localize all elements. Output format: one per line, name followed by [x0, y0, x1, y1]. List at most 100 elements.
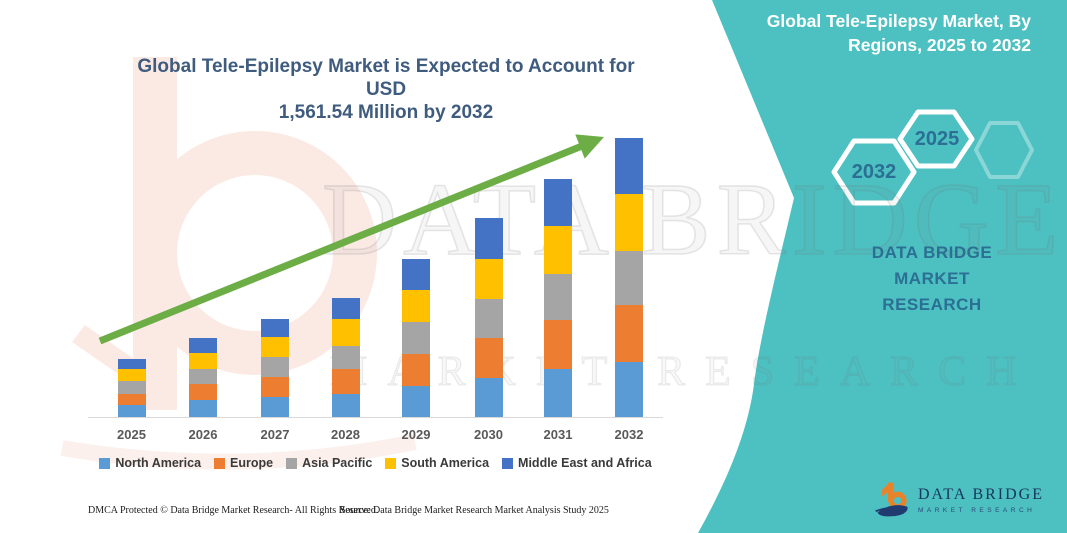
bar-segment-2030-europe — [474, 337, 503, 378]
legend-swatch-middle-east-and-africa — [502, 457, 514, 469]
x-axis-label-2031: 2031 — [543, 427, 573, 442]
bar-segment-2031-south-america — [544, 226, 572, 274]
page-title-line1: Global Tele-Epilepsy Market is Expected … — [137, 56, 635, 100]
logo-subtitle: MARKET RESEARCH — [917, 507, 1036, 514]
bar-2029 — [402, 259, 430, 417]
legend-swatch-europe — [214, 457, 226, 469]
plot-area — [88, 128, 663, 418]
bar-segment-2028-north-america — [331, 393, 360, 417]
legend-label-europe: Europe — [230, 456, 274, 470]
bar-segment-2030-middle-east-and-africa — [474, 218, 503, 260]
legend-label-asia-pacific: Asia Pacific — [302, 456, 373, 470]
bar-segment-2031-asia-pacific — [544, 273, 572, 321]
hexagon-label-2032: 2032 — [851, 161, 897, 183]
bar-segment-2031-europe — [544, 320, 572, 369]
x-axis-label-2029: 2029 — [401, 427, 431, 442]
chart-legend: North America Europe Asia Pacific South Ame… — [88, 456, 663, 470]
bar-2030 — [474, 218, 503, 417]
page-title-line2: 1,561.54 Million by 2032 — [278, 102, 494, 123]
bar-segment-2026-asia-pacific — [189, 368, 217, 385]
bar-segment-2025-europe — [117, 393, 146, 405]
x-axis-label-2026: 2026 — [188, 427, 218, 442]
data-bridge-logo: DATA BRIDGE MARKET RESEARCH — [874, 472, 1044, 528]
bar-segment-2030-north-america — [474, 377, 503, 417]
bar-segment-2025-north-america — [117, 404, 146, 417]
brand-text-line1: DATA BRIDGE MARKET — [871, 243, 993, 288]
bar-segment-2031-middle-east-and-africa — [544, 179, 572, 227]
bar-2027 — [261, 318, 289, 417]
faint-hexagon-outline — [974, 121, 1034, 179]
legend-label-north-america: North America — [115, 456, 202, 470]
bar-segment-2028-middle-east-and-africa — [331, 297, 360, 320]
bar-segment-2032-asia-pacific — [615, 251, 643, 306]
bar-segment-2029-south-america — [402, 289, 430, 322]
legend-item-south-america: South America — [385, 456, 489, 470]
watermark-market-research: MARKET RESEARCH — [329, 348, 1037, 395]
legend-label-south-america: South America — [401, 456, 490, 470]
bar-segment-2032-middle-east-and-africa — [615, 137, 643, 195]
bar-segment-2026-europe — [189, 384, 217, 400]
legend-swatch-north-america — [99, 457, 111, 469]
bar-segment-2027-europe — [261, 377, 289, 397]
bar-2026 — [189, 338, 217, 417]
bar-segment-2025-middle-east-and-africa — [117, 359, 146, 370]
bar-segment-2029-middle-east-and-africa — [402, 259, 430, 290]
x-axis-labels: 2025 2026 2027 2028 2029 2030 2031 2032 — [88, 427, 663, 445]
bar-segment-2027-asia-pacific — [261, 357, 289, 378]
legend-swatch-asia-pacific — [286, 457, 298, 469]
bar-segment-2029-north-america — [402, 386, 430, 417]
legend-swatch-south-america — [385, 457, 397, 469]
bar-segment-2027-south-america — [261, 336, 289, 358]
legend-item-middle-east-and-africa: Middle East and Africa — [502, 456, 652, 470]
bar-segment-2028-south-america — [331, 319, 360, 347]
bar-segment-2027-middle-east-and-africa — [261, 318, 289, 337]
bar-segment-2025-asia-pacific — [117, 381, 146, 394]
page-title: Global Tele-Epilepsy Market is Expected … — [116, 55, 656, 124]
bar-segment-2026-middle-east-and-africa — [189, 338, 217, 354]
bar-segment-2029-europe — [402, 354, 430, 386]
side-panel-heading-line2: Regions, 2025 to 2032 — [848, 35, 1031, 55]
bar-segment-2026-south-america — [189, 353, 217, 369]
x-axis-label-2027: 2027 — [260, 427, 290, 442]
brand-text: DATA BRIDGE MARKET RESEARCH — [832, 240, 1032, 318]
bar-segment-2028-asia-pacific — [331, 346, 360, 369]
bar-segment-2032-north-america — [615, 362, 643, 417]
bar-2031 — [544, 179, 572, 417]
hexagon-2025 — [897, 109, 975, 169]
hexagon-label-2025: 2025 — [914, 128, 960, 150]
bar-segment-2027-north-america — [261, 396, 289, 417]
footer-dmca-text: DMCA Protected © Data Bridge Market Rese… — [88, 505, 379, 516]
bar-segment-2028-europe — [331, 368, 360, 394]
x-axis-label-2030: 2030 — [474, 427, 503, 442]
data-bridge-logo-icon — [875, 482, 908, 517]
bar-segment-2030-asia-pacific — [474, 298, 503, 338]
legend-label-middle-east-and-africa: Middle East and Africa — [518, 456, 652, 470]
bar-segment-2032-europe — [615, 305, 643, 362]
legend-item-europe: Europe — [214, 456, 273, 470]
legend-item-asia-pacific: Asia Pacific — [286, 456, 372, 470]
bar-2025 — [117, 359, 146, 417]
x-axis-label-2028: 2028 — [331, 427, 360, 442]
x-axis-line — [88, 417, 663, 418]
side-panel-heading: Global Tele-Epilepsy Market, By Regions,… — [731, 9, 1031, 57]
x-axis-label-2025: 2025 — [117, 427, 146, 442]
bar-2032 — [615, 137, 643, 417]
brand-text-line2: RESEARCH — [882, 295, 982, 314]
teal-shape — [698, 0, 1067, 533]
footer-source-text: Source: Data Bridge Market Research Mark… — [340, 505, 609, 516]
bar-segment-2029-asia-pacific — [402, 321, 430, 355]
bar-segment-2030-south-america — [474, 259, 503, 299]
legend-item-north-america: North America — [99, 456, 201, 470]
bar-2028 — [331, 297, 360, 417]
bar-segment-2032-south-america — [615, 194, 643, 252]
x-axis-label-2032: 2032 — [614, 427, 644, 442]
logo-name: DATA BRIDGE — [917, 486, 1044, 503]
side-panel-heading-line1: Global Tele-Epilepsy Market, By — [766, 11, 1031, 31]
bar-segment-2026-north-america — [189, 399, 217, 417]
bar-segment-2031-north-america — [544, 368, 572, 417]
bar-segment-2025-south-america — [117, 369, 146, 382]
hexagon-2032 — [831, 138, 917, 206]
